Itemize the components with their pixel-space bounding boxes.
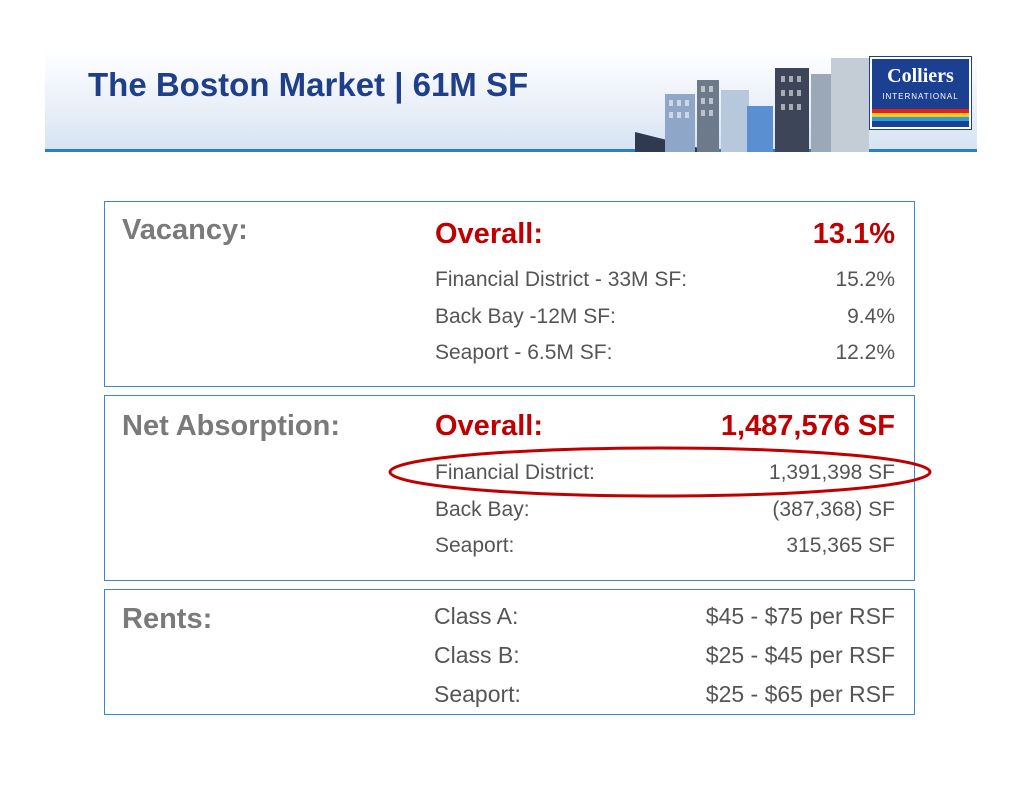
rents-label: Rents: bbox=[122, 603, 213, 635]
absorption-row-name: Seaport: bbox=[435, 534, 515, 557]
vacancy-row-value: 9.4% bbox=[847, 305, 895, 328]
logo-color-stripes bbox=[872, 109, 969, 125]
vacancy-row-value: 15.2% bbox=[835, 268, 895, 291]
vacancy-overall-value: 13.1% bbox=[812, 218, 895, 250]
absorption-row-value: 1,391,398 SF bbox=[768, 461, 895, 484]
rents-row-name: Class A: bbox=[434, 603, 519, 629]
vacancy-panel bbox=[104, 201, 915, 387]
absorption-row-name: Financial District: bbox=[435, 461, 595, 484]
rents-row-name: Class B: bbox=[434, 642, 520, 668]
rents-row-name: Seaport: bbox=[434, 681, 521, 707]
net-absorption-label: Net Absorption: bbox=[122, 410, 341, 442]
absorption-overall-label: Overall: bbox=[435, 410, 543, 442]
logo-wordmark: Colliers bbox=[887, 65, 954, 87]
vacancy-label: Vacancy: bbox=[122, 214, 248, 246]
colliers-logo: Colliers INTERNATIONAL bbox=[870, 57, 971, 129]
vacancy-row-name: Back Bay -12M SF: bbox=[435, 305, 616, 328]
absorption-row-value: 315,365 SF bbox=[786, 534, 895, 557]
page-title: The Boston Market | 61M SF bbox=[88, 66, 529, 103]
header-divider bbox=[45, 149, 977, 152]
rents-row-value: $25 - $45 per RSF bbox=[705, 642, 895, 668]
city-skyline-illustration bbox=[635, 58, 869, 152]
vacancy-row-name: Seaport - 6.5M SF: bbox=[435, 341, 613, 364]
vacancy-row-value: 12.2% bbox=[835, 341, 895, 364]
rents-panel bbox=[104, 589, 915, 715]
absorption-row-value: (387,368) SF bbox=[772, 498, 895, 521]
vacancy-overall-label: Overall: bbox=[435, 218, 543, 250]
rents-row-value: $25 - $65 per RSF bbox=[705, 681, 895, 707]
logo-subtitle: INTERNATIONAL bbox=[882, 92, 959, 101]
absorption-overall-value: 1,487,576 SF bbox=[720, 410, 895, 442]
rents-row-value: $45 - $75 per RSF bbox=[705, 603, 895, 629]
vacancy-row-name: Financial District - 33M SF: bbox=[435, 268, 688, 291]
absorption-row-name: Back Bay: bbox=[435, 498, 530, 521]
